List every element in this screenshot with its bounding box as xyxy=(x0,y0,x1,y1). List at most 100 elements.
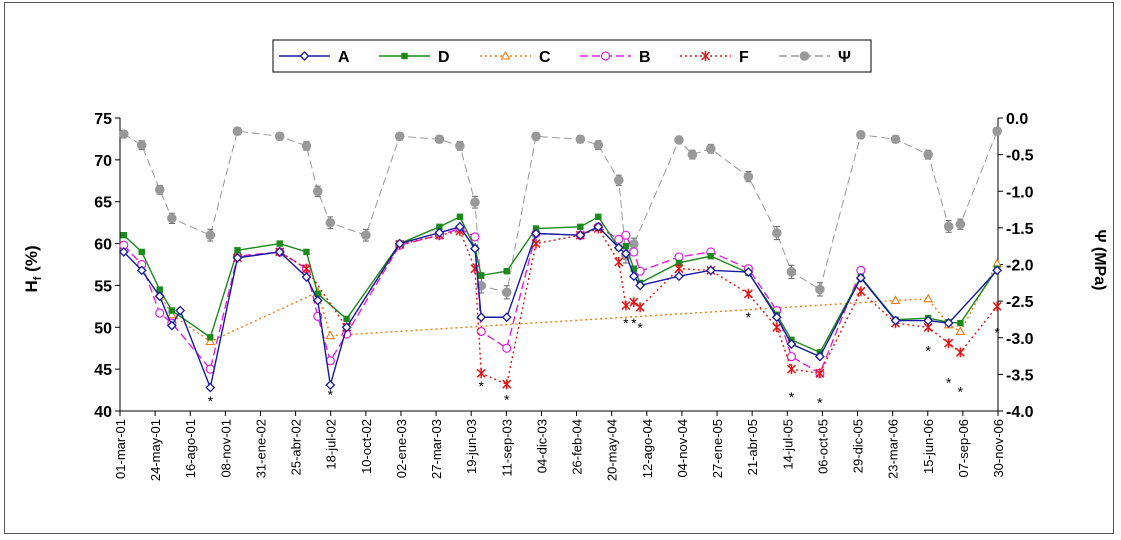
data-point xyxy=(743,171,754,182)
data-point xyxy=(118,129,129,139)
data-point xyxy=(274,247,285,257)
data-point xyxy=(325,330,336,340)
data-point xyxy=(743,288,753,299)
line-chart: A D C B F Ψ 40 45 50 55 60 65 70 75 -4.0 -3.5 -3.0 -2.5 -… xyxy=(22,39,1108,481)
data-point xyxy=(890,295,901,305)
x-tick-label: 11-sep-03 xyxy=(499,419,514,477)
series-layer xyxy=(118,126,1003,393)
legend-box xyxy=(272,39,872,73)
data-point xyxy=(815,368,825,379)
data-point xyxy=(943,318,954,329)
data-point xyxy=(205,382,216,393)
data-point xyxy=(136,140,147,150)
data-point xyxy=(786,364,796,375)
data-point xyxy=(595,213,602,220)
data-point xyxy=(577,223,584,231)
data-point xyxy=(575,230,586,241)
data-point xyxy=(621,300,631,311)
data-point xyxy=(743,267,754,277)
data-point xyxy=(955,326,966,336)
x-tick-label: 01-mar-01 xyxy=(113,419,128,479)
data-point xyxy=(502,343,512,353)
data-point xyxy=(957,319,964,327)
legend-item-c: C xyxy=(480,49,551,66)
y-tick-label: 60 xyxy=(94,237,112,254)
data-point xyxy=(503,267,510,275)
data-point xyxy=(992,301,1002,312)
data-point xyxy=(234,247,241,254)
data-point xyxy=(992,265,1003,276)
annotations: * **** * *** ***** xyxy=(208,309,1001,410)
data-point xyxy=(955,347,965,358)
data-point xyxy=(120,232,127,239)
data-point xyxy=(772,228,782,238)
data-point xyxy=(814,351,825,362)
data-point xyxy=(771,312,782,323)
y-tick-label: 55 xyxy=(94,278,112,295)
x-tick-label: 10-oct-02 xyxy=(359,419,374,474)
y2-tick-label: -0.5 xyxy=(1006,148,1034,165)
data-point xyxy=(232,126,243,136)
legend-marker xyxy=(799,51,810,61)
x-tick-label: 02-ene-03 xyxy=(394,419,409,478)
data-point xyxy=(478,272,485,279)
y-axis-label-unit: (%) xyxy=(22,245,41,276)
data-point xyxy=(622,242,630,250)
data-point xyxy=(394,131,405,142)
data-point xyxy=(341,322,352,333)
data-point xyxy=(312,295,323,306)
legend-item-psi: Ψ xyxy=(779,49,851,66)
legend-label: A xyxy=(338,49,350,66)
series-psi xyxy=(118,126,1002,300)
data-point xyxy=(923,293,934,303)
data-point xyxy=(501,312,512,323)
data-point xyxy=(955,219,966,230)
significance-marker: * xyxy=(958,384,964,400)
legend-item-a: A xyxy=(279,49,350,66)
x-tick-label: 07-sep-06 xyxy=(956,419,971,478)
y-tick-label: 70 xyxy=(94,153,112,170)
data-point xyxy=(614,256,624,267)
data-point xyxy=(705,143,716,154)
significance-marker: * xyxy=(789,389,795,405)
data-point xyxy=(707,252,714,260)
data-point xyxy=(856,286,866,297)
data-point xyxy=(325,217,336,228)
data-point xyxy=(531,131,541,142)
significance-marker: * xyxy=(479,378,485,394)
significance-marker: * xyxy=(946,375,952,391)
data-point xyxy=(205,336,216,346)
y-tick-label: 45 xyxy=(94,362,112,379)
significance-marker: * xyxy=(623,315,629,331)
data-point xyxy=(343,315,350,323)
data-point xyxy=(454,221,465,232)
data-point xyxy=(621,230,631,240)
data-point xyxy=(394,238,405,249)
data-point xyxy=(434,227,445,238)
data-point xyxy=(923,149,933,160)
data-point xyxy=(476,312,487,323)
x-tick-label: 21-abr-05 xyxy=(745,419,760,475)
series-d xyxy=(120,213,1001,356)
data-point xyxy=(635,302,645,313)
data-point xyxy=(361,230,371,240)
data-point xyxy=(455,141,465,151)
x-tick-label: 08-nov-01 xyxy=(218,419,233,478)
data-point xyxy=(629,247,639,257)
legend-marker xyxy=(500,50,511,60)
x-tick-label: 23-mar-06 xyxy=(886,419,901,479)
data-point xyxy=(274,131,285,142)
data-point xyxy=(312,186,323,197)
data-point xyxy=(434,134,445,145)
data-point xyxy=(476,368,486,379)
series-line xyxy=(159,263,998,343)
x-tick-label: 31-ene-02 xyxy=(253,419,268,478)
y-tick-label: 40 xyxy=(94,404,112,421)
significance-marker: * xyxy=(925,343,931,359)
data-point xyxy=(628,271,639,282)
chart-frame: A D C B F Ψ 40 45 50 55 60 65 70 75 -4.0 -3.5 -3.0 -2.5 -… xyxy=(4,2,1114,534)
series-line xyxy=(237,227,998,386)
legend-label: B xyxy=(639,49,651,66)
y2-tick-label: -2.5 xyxy=(1006,294,1034,311)
data-point xyxy=(175,305,186,316)
